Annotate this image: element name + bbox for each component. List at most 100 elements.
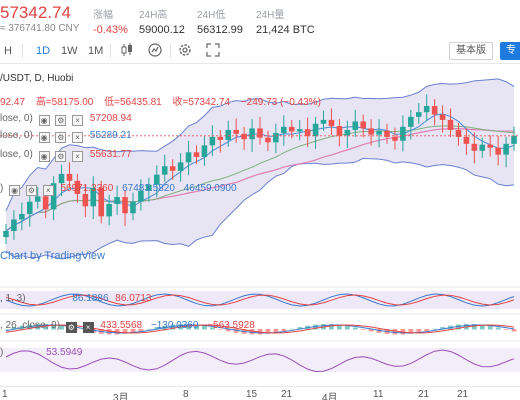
interval-1w-button[interactable]: 1W [61, 45, 78, 57]
eye-icon[interactable]: ◉ [38, 115, 50, 126]
pro-version-button[interactable]: 专 [500, 42, 520, 60]
macd-histogram-bar [11, 327, 17, 330]
candle-body [415, 112, 422, 117]
candle-body [479, 144, 486, 151]
symbol-title: /USDT, D, Huobi [0, 73, 74, 84]
time-axis-label: 11 [373, 389, 384, 400]
candle-body [423, 106, 430, 113]
candle-body [122, 197, 128, 214]
macd-histogram-bar [511, 329, 517, 332]
gear-icon[interactable]: ⚙ [55, 115, 67, 126]
price-chart[interactable]: /USDT, D, Huobi 92.47 高=58175.00 低=56435… [0, 65, 520, 385]
ma1-params: lose, 0) [0, 113, 33, 124]
candle-body [400, 126, 406, 141]
gear-icon[interactable]: ⚙ [25, 185, 37, 196]
interval-1d-button[interactable]: 1D [36, 45, 51, 57]
macd-histogram-bar [186, 324, 191, 330]
close-icon[interactable]: × [42, 185, 54, 196]
rsi-params: ) [0, 347, 4, 358]
settings-icon[interactable] [176, 41, 194, 59]
rsi-legend: ) 53.5949 [0, 347, 82, 358]
candle-body [328, 119, 335, 127]
basic-version-button[interactable]: 基本版 [449, 42, 493, 60]
candle-body [265, 137, 271, 143]
macd-histogram-bar [3, 329, 9, 330]
stat-high-label: 24H高 [139, 10, 168, 21]
macd-histogram-bar [43, 324, 49, 330]
interval-hour-button[interactable]: H [4, 45, 12, 57]
eye-icon[interactable]: ◉ [38, 151, 50, 162]
ohlc-legend: 92.47 高=58175.00 低=56435.81 收=57342.74 −… [0, 93, 321, 108]
kdj-d-value: 86.0713 [115, 293, 152, 304]
candle-body [249, 128, 255, 140]
time-axis[interactable]: 1 3月 8 15 21 4月 11 21 21 [0, 386, 520, 400]
macd-histogram-bar [471, 324, 477, 330]
eye-icon[interactable]: ◉ [38, 132, 50, 143]
macd-histogram-bar [75, 329, 80, 330]
candle-body [50, 183, 57, 210]
close-icon[interactable]: × [72, 115, 84, 126]
candle-body [34, 196, 41, 202]
candle-body [368, 128, 374, 135]
gear-icon[interactable]: ⚙ [65, 322, 77, 333]
candle-body [296, 129, 303, 132]
candle-body [217, 136, 224, 140]
ohlc-open: 92.47 [0, 97, 26, 108]
macd-histogram-bar [440, 327, 445, 330]
eye-icon[interactable]: ◉ [9, 185, 21, 196]
candle-body [495, 147, 501, 155]
ohlc-low: 低=56435.81 [104, 97, 162, 108]
candle-body [511, 135, 517, 144]
time-axis-label: 21 [457, 389, 469, 400]
gear-icon[interactable]: ⚙ [55, 151, 67, 162]
macd-histogram-bar [329, 324, 334, 330]
tradingview-watermark[interactable]: Chart by TradingView [0, 250, 105, 262]
macd-histogram-bar [432, 328, 438, 330]
candle-body [487, 144, 493, 148]
candle-body [177, 162, 184, 171]
close-icon[interactable]: × [72, 151, 84, 162]
macd-histogram-bar [495, 327, 501, 330]
toolbar-divider [170, 44, 171, 58]
macd-legend: , 26, close, 9) ⚙ × 433.5568 −130.0360 −… [0, 320, 255, 333]
kdj-k-value: 86.1886 [72, 293, 109, 304]
macd-histogram-bar [51, 324, 56, 330]
boll-legend: ) ◉ ⚙ × 56971.3360 67483.5820 46459.0900 [0, 183, 237, 196]
candle-body [241, 133, 247, 140]
candle-body [58, 173, 65, 184]
ohlc-close: 收=57342.74 [172, 97, 231, 108]
macd-histogram-bar [146, 328, 152, 330]
cny-equivalent: ≈ 376741.80 CNY [0, 23, 80, 34]
close-icon[interactable]: × [82, 322, 94, 333]
macd-histogram-bar [487, 326, 493, 330]
time-axis-label: 21 [281, 389, 293, 400]
macd-dif-value: −130.0360 [150, 320, 199, 331]
candle-body [312, 123, 319, 137]
indicators-icon[interactable] [146, 41, 164, 59]
close-icon[interactable]: × [72, 132, 84, 143]
chart-toolbar: H 1D 1W 1M 基本版 专 [0, 38, 520, 64]
symbol-legend: /USDT, D, Huobi [0, 73, 73, 84]
candle-body [288, 126, 295, 132]
candle-body [193, 152, 200, 157]
macd-histogram-bar [392, 329, 398, 335]
macd-hist-value: 433.5568 [100, 320, 143, 331]
interval-1m-button[interactable]: 1M [88, 45, 104, 57]
candle-body [392, 136, 398, 141]
rsi-line [5, 349, 515, 373]
time-axis-label: 15 [246, 389, 258, 400]
macd-histogram-bar [202, 325, 207, 330]
macd-histogram-bar [154, 327, 160, 330]
macd-histogram-bar [233, 329, 239, 333]
stat-volume: 24H量 21,424 BTC [256, 6, 315, 36]
macd-params: , 26, close, 9) [0, 320, 61, 331]
stat-low: 24H低 56312.99 [197, 6, 243, 36]
rsi-value: 53.5949 [46, 347, 83, 358]
macd-histogram-bar [337, 324, 342, 330]
candle-style-icon[interactable] [118, 41, 136, 59]
gear-icon[interactable]: ⚙ [55, 132, 67, 143]
macd-histogram-bar [170, 324, 176, 330]
candle-body [471, 143, 478, 151]
chart-canvas[interactable] [0, 65, 520, 385]
fullscreen-icon[interactable] [204, 41, 222, 59]
